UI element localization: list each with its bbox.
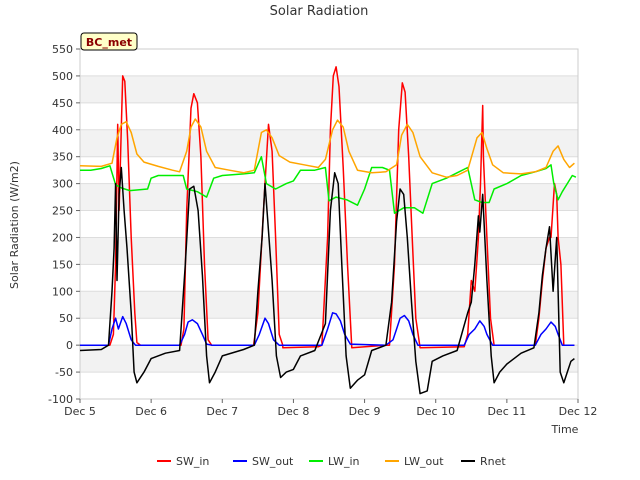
y-tick-label: 550 — [52, 43, 73, 56]
y-axis-label: Solar Radiation (W/m2) — [8, 161, 21, 289]
y-axis: -100 -50 0 50 100 150 200 250 300 350 400 450 500 550 — [48, 43, 80, 406]
plot-area — [79, 48, 579, 400]
series-line-lw-in — [80, 155, 577, 214]
x-tick-label: Dec 11 — [487, 405, 526, 418]
plot-frame — [79, 48, 579, 400]
x-tick-label: Dec 10 — [416, 405, 455, 418]
legend-label: LW_out — [404, 455, 444, 468]
legend: SW_in SW_out LW_in LW_out Rnet — [157, 455, 506, 468]
plot-band — [80, 345, 578, 373]
y-tick-label: 400 — [52, 124, 73, 137]
y-tick-label: -100 — [48, 393, 73, 406]
x-tick-label: Dec 6 — [135, 405, 167, 418]
legend-label: SW_out — [252, 455, 294, 468]
x-tick-label: Dec 7 — [206, 405, 238, 418]
series-line-rnet — [79, 166, 575, 395]
plot-band — [80, 372, 578, 399]
site-badge: BC_met — [80, 32, 138, 51]
chart-title: Solar Radiation — [270, 4, 369, 19]
x-tick-label: Dec 12 — [559, 405, 598, 418]
x-tick-label: Dec 9 — [349, 405, 381, 418]
x-tick-label: Dec 5 — [64, 405, 96, 418]
plot-band — [80, 102, 578, 130]
y-tick-label: 150 — [52, 258, 73, 271]
y-tick-label: 200 — [52, 231, 73, 244]
y-tick-label: 0 — [66, 339, 73, 352]
x-tick-label: Dec 8 — [278, 405, 310, 418]
legend-label: LW_in — [328, 455, 360, 468]
site-badge-label: BC_met — [86, 36, 132, 49]
plot-band — [80, 291, 578, 319]
plot-band — [80, 49, 578, 76]
y-tick-label: 450 — [52, 97, 73, 110]
legend-label: SW_in — [176, 455, 209, 468]
y-tick-label: 100 — [52, 285, 73, 298]
y-tick-label: 300 — [52, 178, 73, 191]
y-tick-label: 50 — [59, 312, 73, 325]
y-tick-label: 250 — [52, 205, 73, 218]
y-tick-label: 350 — [52, 151, 73, 164]
legend-label: Rnet — [480, 455, 506, 468]
y-tick-label: -50 — [55, 366, 73, 379]
plot-band — [80, 75, 578, 103]
series-line-lw-out — [79, 118, 575, 178]
x-axis-label: Time — [551, 423, 579, 436]
plot-band — [80, 264, 578, 292]
x-axis: Dec 5 Dec 6 Dec 7 Dec 8 Dec 9 Dec 10 Dec 11 Dec… — [64, 399, 597, 418]
y-tick-label: 500 — [52, 70, 73, 83]
